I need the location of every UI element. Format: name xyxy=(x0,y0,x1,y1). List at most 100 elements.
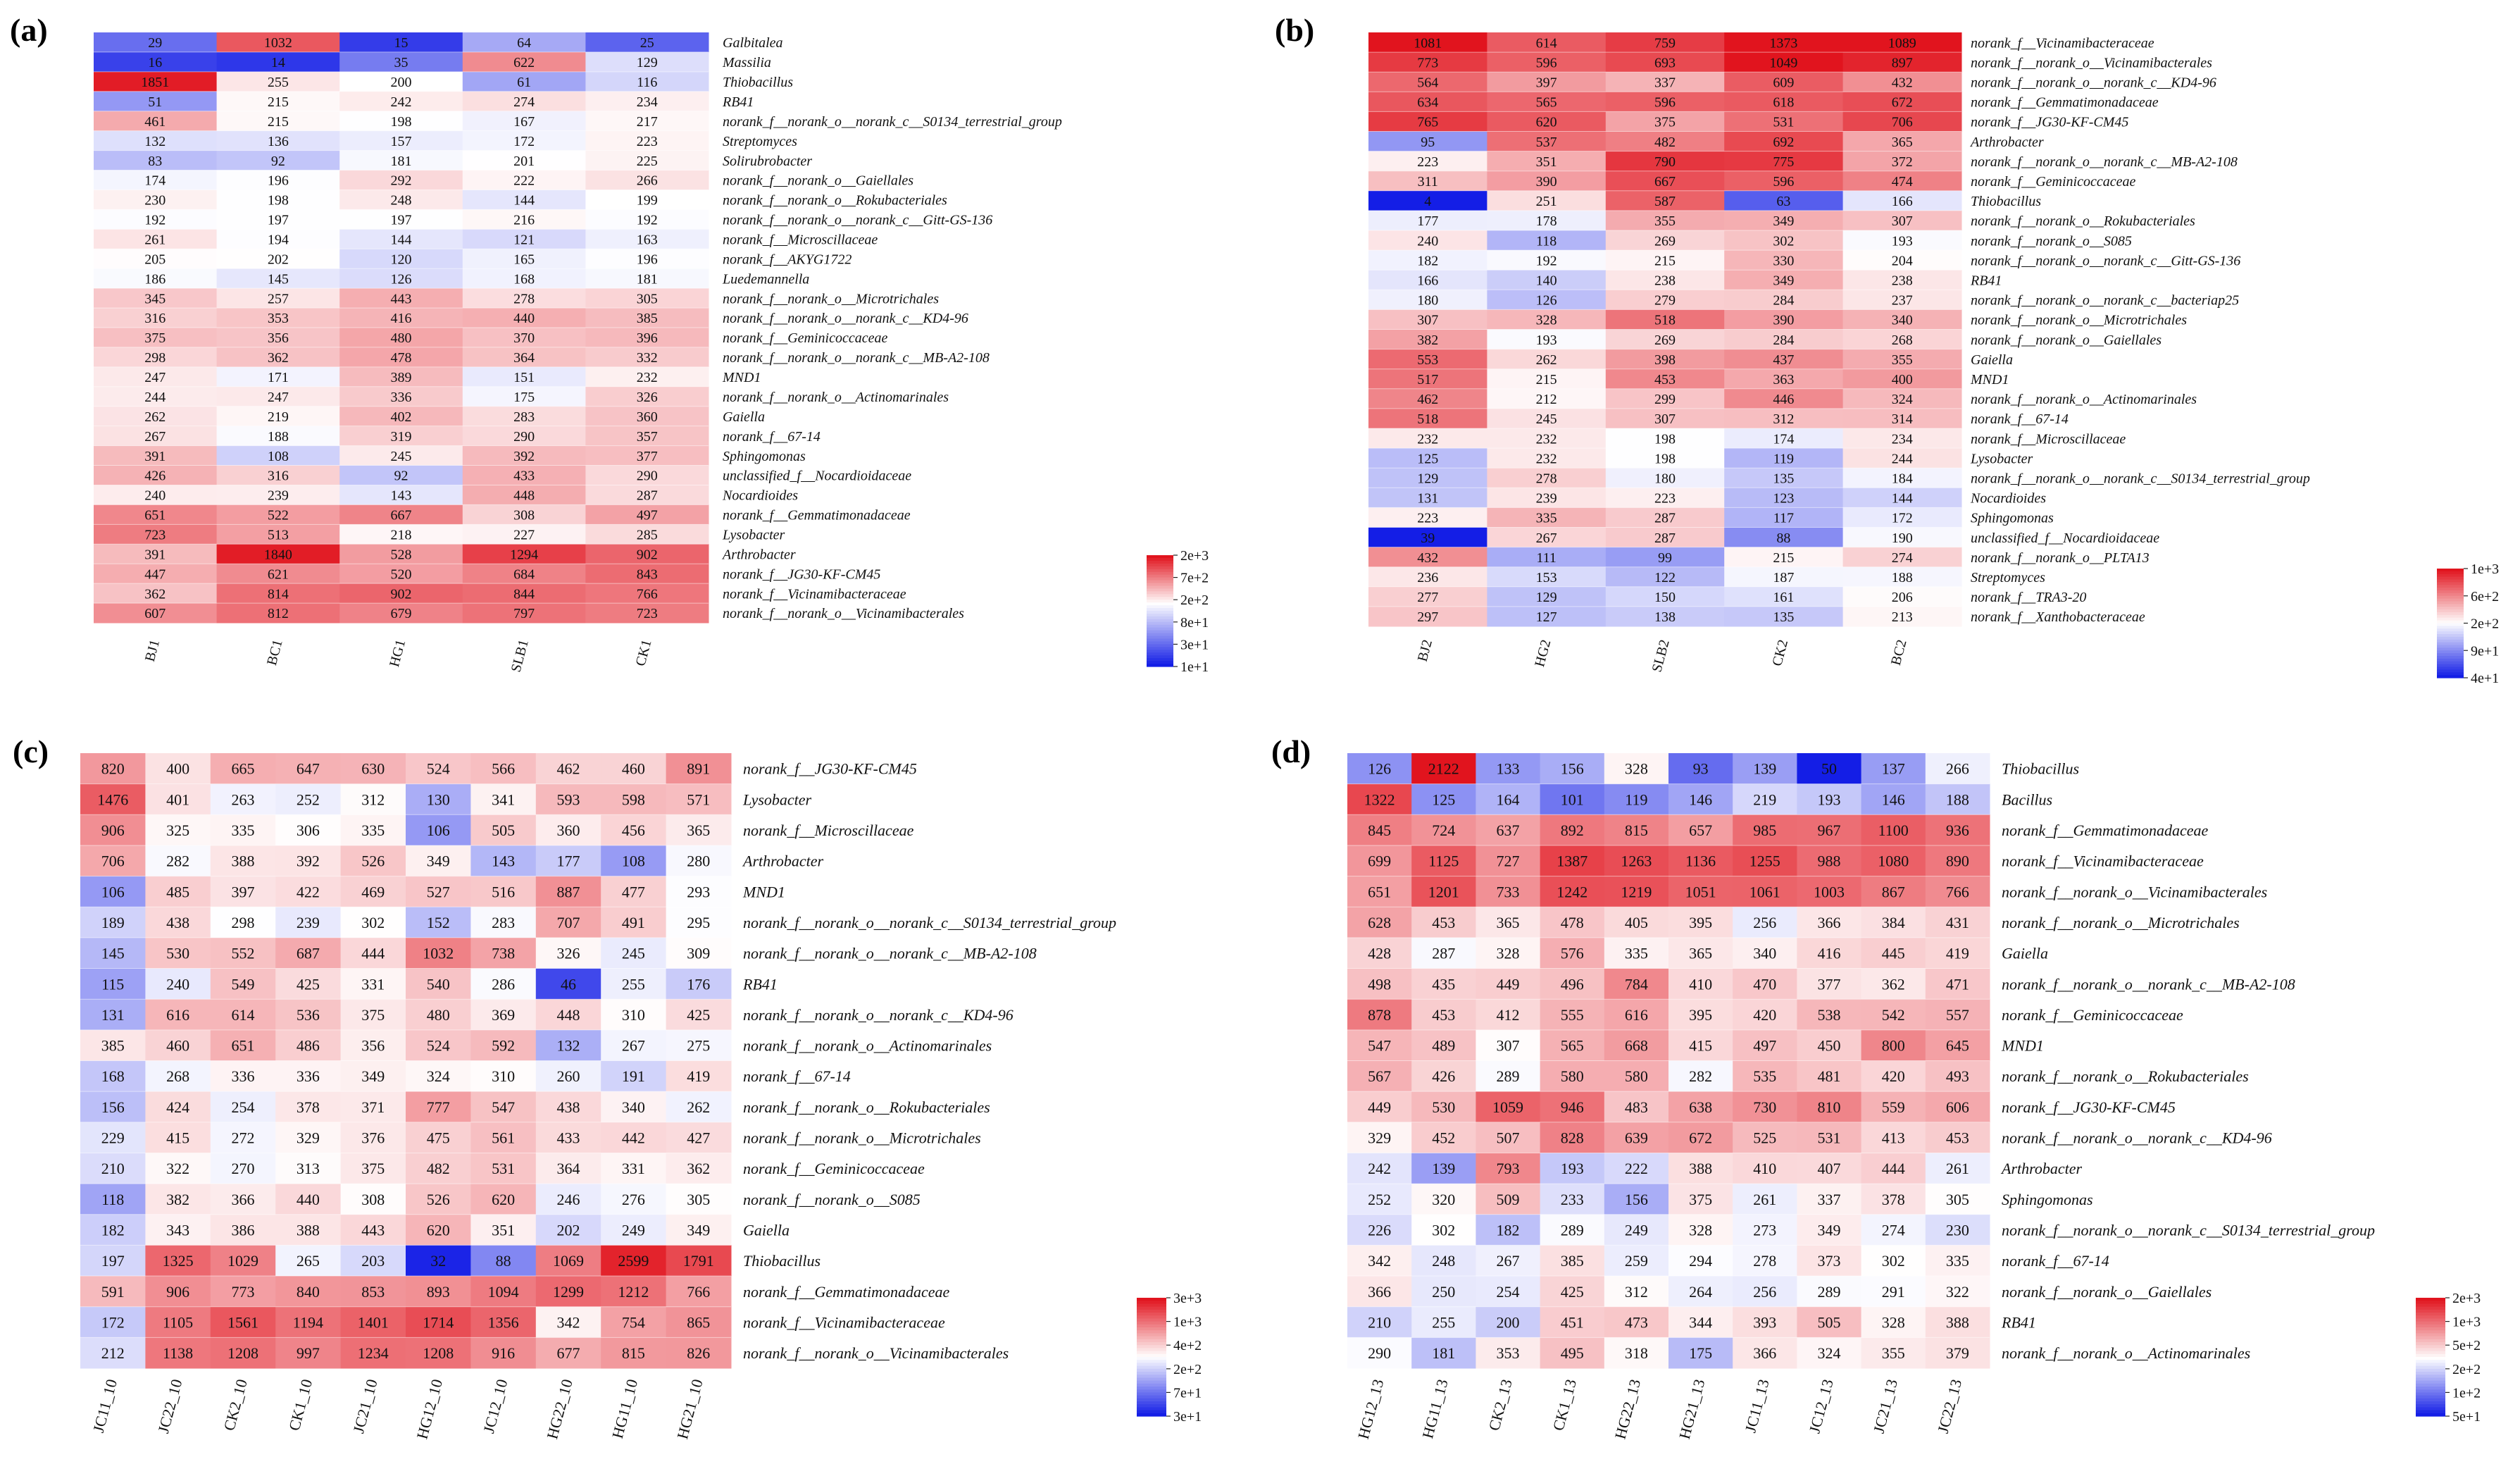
cell-value-label: 647 xyxy=(297,760,320,778)
heatmap-cell xyxy=(1347,1245,1412,1277)
heatmap-cell xyxy=(339,504,463,525)
heatmap-cell xyxy=(275,1276,342,1308)
heatmap-cell xyxy=(470,814,537,846)
heatmap-cell xyxy=(1411,1306,1476,1338)
heatmap-cell xyxy=(275,845,342,877)
heatmap-cell xyxy=(1842,270,1962,290)
cell-value-label: 395 xyxy=(1689,914,1712,931)
legend-gradient-step xyxy=(2437,588,2464,591)
heatmap-cell xyxy=(1861,876,1926,907)
heatmap-cell xyxy=(1668,876,1733,907)
heatmap-cell xyxy=(210,1060,276,1092)
cell-value-label: 444 xyxy=(361,945,385,962)
panel-label: (a) xyxy=(10,12,48,48)
cell-value-label: 230 xyxy=(144,193,166,209)
row-label: unclassified_f__Nocardioidaceae xyxy=(723,469,911,484)
legend-gradient-step xyxy=(2437,658,2464,662)
heatmap-cell xyxy=(462,366,586,388)
heatmap-cell xyxy=(1411,1153,1476,1184)
cell-value-label: 108 xyxy=(622,852,645,870)
cell-value-label: 219 xyxy=(1753,790,1776,808)
heatmap-cell xyxy=(601,937,667,969)
cell-value-label: 1081 xyxy=(1414,35,1442,51)
legend-gradient-step xyxy=(2437,647,2464,651)
heatmap-cell xyxy=(1925,937,1990,969)
cell-value-label: 946 xyxy=(1561,1098,1584,1116)
heatmap-cell xyxy=(462,268,586,289)
heatmap-cell xyxy=(1842,92,1962,112)
cell-value-label: 651 xyxy=(144,508,166,523)
heatmap-cell xyxy=(470,1122,537,1153)
cell-value-label: 126 xyxy=(391,271,412,287)
heatmap-cell xyxy=(1842,52,1962,73)
cell-value-label: 305 xyxy=(687,1191,710,1208)
cell-value-label: 244 xyxy=(144,390,166,405)
cell-value-label: 198 xyxy=(1654,451,1676,466)
row-label: norank_f__Vicinamibacteraceae xyxy=(723,586,906,602)
heatmap-cell xyxy=(1368,428,1487,449)
cell-value-label: 232 xyxy=(1417,431,1438,447)
cell-value-label: 125 xyxy=(1432,790,1455,808)
heatmap-cell xyxy=(339,308,463,328)
heatmap-cell xyxy=(94,71,218,92)
cell-value-label: 400 xyxy=(166,760,189,778)
cell-value-label: 117 xyxy=(1773,511,1794,526)
heatmap-cell xyxy=(1411,783,1476,815)
heatmap-cell xyxy=(1487,230,1607,251)
cell-value-label: 193 xyxy=(1892,233,1913,249)
cell-value-label: 125 xyxy=(1417,451,1438,466)
cell-value-label: 176 xyxy=(687,975,710,993)
heatmap-cell xyxy=(1476,1091,1541,1123)
cell-value-label: 524 xyxy=(427,760,450,778)
cell-value-label: 278 xyxy=(1536,471,1557,486)
legend-gradient-step xyxy=(2437,645,2464,648)
cell-value-label: 489 xyxy=(1432,1037,1455,1055)
cell-value-label: 129 xyxy=(1417,471,1438,486)
heatmap-cell xyxy=(535,1153,601,1184)
cell-value-label: 555 xyxy=(1561,1006,1584,1024)
legend-gradient-step xyxy=(1137,1345,1166,1348)
cell-value-label: 223 xyxy=(637,134,658,149)
heatmap-cell xyxy=(340,783,406,815)
heatmap-cell xyxy=(210,1122,276,1153)
heatmap-cell xyxy=(1476,1337,1541,1369)
column-label: SLB2 xyxy=(1649,638,1672,674)
cell-value-label: 63 xyxy=(1776,194,1790,209)
legend-gradient-step xyxy=(2416,1360,2445,1363)
legend-gradient-step xyxy=(2437,669,2464,673)
cell-value-label: 448 xyxy=(513,488,535,504)
heatmap-cell xyxy=(275,968,342,1000)
column-label: HG12_13 xyxy=(1354,1377,1387,1441)
heatmap-cell xyxy=(210,814,276,846)
heatmap-cell xyxy=(1540,1337,1605,1369)
heatmap-cell xyxy=(340,1153,406,1184)
heatmap-cell xyxy=(1487,170,1607,192)
cell-value-label: 270 xyxy=(232,1160,255,1177)
cell-value-label: 401 xyxy=(166,790,189,808)
cell-value-label: 229 xyxy=(101,1129,125,1147)
legend-gradient-step xyxy=(1147,633,1173,637)
cell-value-label: 115 xyxy=(101,975,124,993)
cell-value-label: 302 xyxy=(1882,1252,1905,1270)
legend-gradient-step xyxy=(1137,1410,1166,1414)
heatmap-cell xyxy=(585,445,709,466)
row-label: MND1 xyxy=(1970,372,2009,388)
cell-value-label: 245 xyxy=(1536,411,1557,427)
heatmap-cell xyxy=(80,845,146,877)
row-label: norank_f__norank_o__norank_c__Gitt-GS-13… xyxy=(723,213,992,228)
heatmap-cell xyxy=(1476,1153,1541,1184)
legend-tick-label: 5e+1 xyxy=(2452,1409,2481,1425)
heatmap-cell xyxy=(666,1337,732,1369)
cell-value-label: 402 xyxy=(391,409,412,425)
legend-gradient-step xyxy=(2416,1351,2445,1355)
cell-value-label: 140 xyxy=(1536,273,1557,288)
row-label: norank_f__norank_o__norank_c__Gitt-GS-13… xyxy=(1971,253,2240,268)
heatmap-cell xyxy=(462,426,586,447)
legend-gradient-step xyxy=(2416,1404,2445,1408)
heatmap-cell xyxy=(1476,845,1541,877)
heatmap-cell xyxy=(1487,408,1607,429)
cell-value-label: 83 xyxy=(148,154,162,169)
legend-gradient-step xyxy=(2416,1368,2445,1372)
